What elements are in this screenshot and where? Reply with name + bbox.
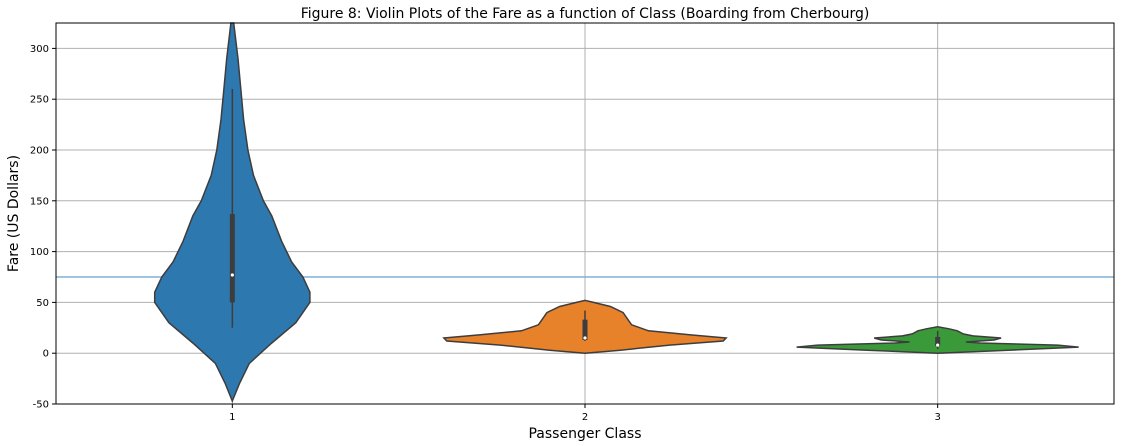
y-tick-label: 300 [30, 44, 49, 55]
x-tick-label: 1 [229, 412, 235, 423]
y-tick-label: 200 [30, 146, 49, 157]
violin-median-dot [936, 343, 940, 347]
violin-1 [153, 22, 311, 403]
violin-3 [796, 326, 1079, 354]
y-tick-label: -50 [33, 400, 49, 411]
y-tick-label: 0 [43, 349, 49, 360]
violin-iqr-box [935, 336, 941, 347]
violin-median-dot [230, 273, 234, 277]
violin-median-dot [583, 336, 587, 340]
y-tick-label: 100 [30, 247, 49, 258]
violin-iqr-box [229, 214, 235, 303]
x-tick-label: 3 [934, 412, 940, 423]
x-tick-label: 2 [582, 412, 588, 423]
y-ticks: -50 0 50 100 150 200 250 300 [30, 44, 56, 411]
violin-2 [442, 299, 728, 354]
y-tick-label: 250 [30, 95, 49, 106]
chart-title: Figure 8: Violin Plots of the Fare as a … [301, 6, 870, 22]
y-tick-label: 150 [30, 196, 49, 207]
x-axis-label: Passenger Class [528, 426, 641, 442]
x-ticks: 1 2 3 [229, 404, 941, 423]
y-tick-label: 50 [36, 298, 49, 309]
y-axis-label: Fare (US Dollars) [6, 155, 22, 272]
violin-iqr-box [582, 319, 588, 340]
violins [153, 22, 1079, 403]
